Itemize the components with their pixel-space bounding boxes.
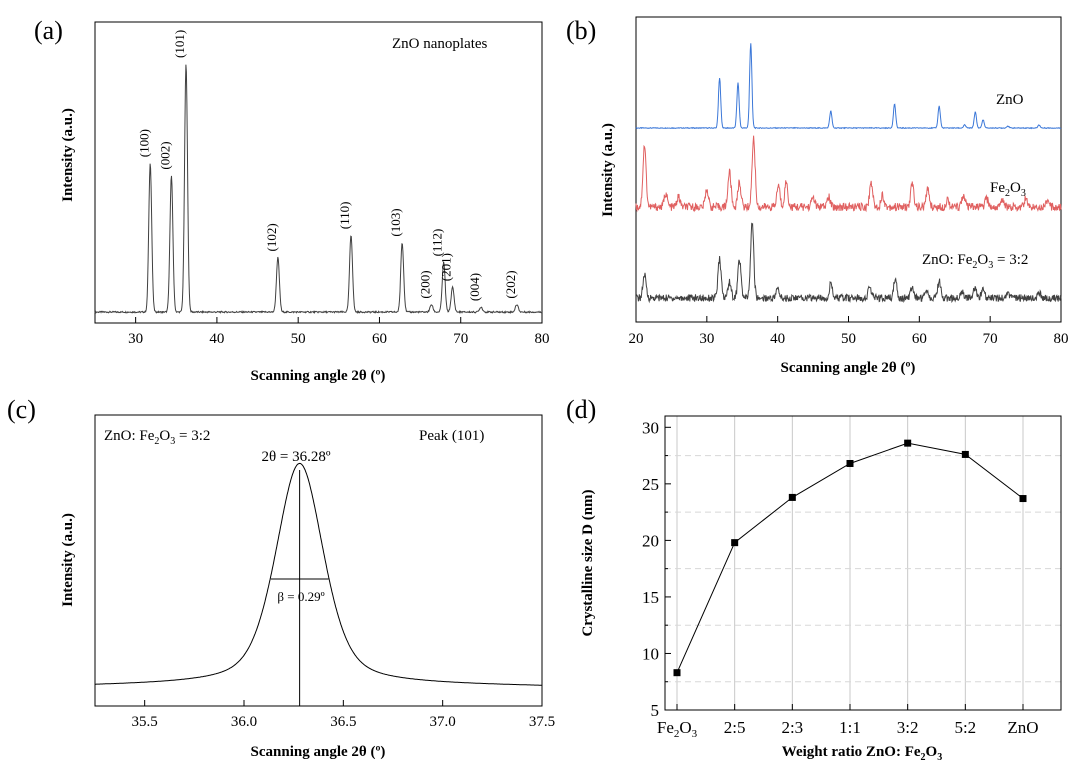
panel-b-plot-frame bbox=[635, 16, 1062, 323]
panel-b-fe2o3-label: Fe2O3 bbox=[990, 180, 1026, 199]
panel-a-peak-label-0: (100) bbox=[136, 129, 151, 157]
panel-a-x-axis-label: Scanning angle 2θ (º) bbox=[251, 368, 386, 384]
panel-d-x-tick-label-4: 3:2 bbox=[897, 718, 919, 737]
panel-b-x-tick-label-3: 50 bbox=[841, 331, 856, 347]
panel-c-fwhm-label: β = 0.29º bbox=[277, 589, 324, 604]
panel-a-peak-label-2: (101) bbox=[172, 30, 187, 58]
panel-d-marker-6 bbox=[1019, 495, 1027, 503]
panel-b-chart: 20 30 40 50 60 70 80 ZnO Fe2O3 ZnO: Fe2O3 = 3:… bbox=[600, 16, 1069, 376]
panel-a-xrd-line bbox=[94, 64, 543, 315]
panel-d-x-tick-label-3: 1:1 bbox=[839, 718, 861, 737]
panel-c-x-tick-label-2: 36.5 bbox=[330, 714, 356, 730]
panel-c-y-axis-label: Intensity (a.u.) bbox=[60, 513, 76, 607]
panel-d-marker-2 bbox=[788, 493, 796, 501]
panel-d-x-tick-label-5: 5:2 bbox=[954, 718, 976, 737]
panel-c-peak-position-label: 2θ = 36.28º bbox=[261, 449, 330, 465]
panel-c-peak-profile bbox=[95, 462, 542, 686]
panel-d-y-tick-label-3: 20 bbox=[642, 531, 659, 550]
panel-a-letter: (a) bbox=[34, 16, 63, 45]
panel-a-peak-label-8: (201) bbox=[439, 253, 454, 281]
panel-b-y-axis-label: Intensity (a.u.) bbox=[600, 123, 616, 217]
panel-d-x-tick-label-2: 2:3 bbox=[781, 718, 803, 737]
panel-d-marker-0 bbox=[673, 669, 681, 677]
panel-b-x-tick-label-6: 80 bbox=[1054, 331, 1069, 347]
panel-d-x-tick-label-6: ZnO bbox=[1007, 718, 1038, 737]
panel-b-letter: (b) bbox=[566, 16, 596, 45]
panel-a-x-tick-label-2: 50 bbox=[291, 331, 306, 347]
panel-d-marker-3 bbox=[846, 459, 854, 467]
panel-c-x-tick-label-3: 37.0 bbox=[430, 714, 456, 730]
panel-a-x-tick-label-0: 30 bbox=[128, 331, 143, 347]
panel-b-x-tick-label-4: 60 bbox=[912, 331, 927, 347]
panel-d-letter: (d) bbox=[566, 395, 596, 424]
panel-a-peak-label-5: (103) bbox=[388, 208, 403, 236]
panel-d-marker-4 bbox=[904, 439, 912, 447]
panel-a-peak-label-7: (112) bbox=[430, 229, 445, 257]
panel-d-x-tick-label-1: 2:5 bbox=[724, 718, 746, 737]
panel-c-letter: (c) bbox=[7, 395, 36, 424]
panel-b-fe2o3-line bbox=[635, 135, 1062, 213]
panel-c-peak-label: Peak (101) bbox=[419, 428, 484, 444]
panel-d-marker-1 bbox=[731, 539, 739, 547]
panel-a-x-tick-label-5: 80 bbox=[535, 331, 550, 347]
panel-c-x-tick-label-1: 36.0 bbox=[231, 714, 257, 730]
panel-a-x-tick-label-3: 60 bbox=[372, 331, 387, 347]
panel-b-composite-label: ZnO: Fe2O3 = 3:2 bbox=[922, 252, 1028, 271]
panel-a-peak-label-9: (004) bbox=[467, 273, 482, 301]
panel-d-marker-5 bbox=[961, 450, 969, 458]
panel-b-x-ticks: 20 30 40 50 60 70 80 bbox=[629, 316, 1069, 347]
panel-b-zno-line bbox=[635, 43, 1062, 130]
panel-b-x-tick-label-0: 20 bbox=[629, 331, 644, 347]
panel-d-grid bbox=[665, 416, 1061, 710]
panel-d-y-axis-label: Crystalline size D (nm) bbox=[580, 489, 596, 636]
panel-d-y-tick-label-1: 10 bbox=[642, 644, 659, 663]
panel-a-chart: 30 40 50 60 70 80 (100) (002)(101)(102)(110) (1… bbox=[60, 21, 550, 384]
panel-a-peak-label-1: (002) bbox=[157, 141, 172, 169]
panel-d-plot-frame bbox=[664, 415, 1062, 711]
panel-a-peak-label-10: (202) bbox=[503, 270, 518, 298]
panel-d-x-axis-label: Weight ratio ZnO: Fe2O3 bbox=[782, 744, 942, 763]
panel-c-plot-frame bbox=[94, 414, 543, 707]
panel-c-chart: 35.5 36.0 36.5 37.0 37.5 ZnO: Fe2O3 = 3:2 Pe… bbox=[60, 414, 555, 760]
panel-a-peak-label-4: (110) bbox=[337, 202, 352, 230]
panel-a-x-ticks: 30 40 50 60 70 80 bbox=[128, 317, 550, 347]
panel-d-y-ticks: 5 10 15 20 25 30 bbox=[642, 418, 671, 720]
panel-c-x-axis-label: Scanning angle 2θ (º) bbox=[251, 744, 386, 760]
panel-b-x-axis-label: Scanning angle 2θ (º) bbox=[781, 360, 916, 376]
panel-b-composite-line bbox=[635, 222, 1062, 304]
panel-d-chart: 5 10 15 20 25 30 Fe2O3 2:5 2:3 1:1 3:2 5:2 ZnO Weig… bbox=[580, 415, 1062, 763]
panel-b-x-tick-label-2: 40 bbox=[770, 331, 785, 347]
panel-a-peak-labels: (100) (002) (101) (102) (110) (103) (200) (112)… bbox=[136, 30, 518, 301]
panel-d-x-ticks: Fe2O3 2:5 2:3 1:1 3:2 5:2 ZnO bbox=[657, 704, 1039, 740]
panel-d-y-tick-label-5: 30 bbox=[642, 418, 659, 437]
panel-b-zno-label: ZnO bbox=[996, 92, 1024, 108]
panel-a-peak-label-6: (200) bbox=[418, 270, 433, 298]
panel-d-markers bbox=[673, 439, 1027, 677]
panel-a-annotation: ZnO nanoplates bbox=[392, 36, 488, 52]
panel-c-x-ticks: 35.5 36.0 36.5 37.0 37.5 bbox=[132, 700, 555, 730]
panel-b-x-tick-label-1: 30 bbox=[699, 331, 714, 347]
panel-d-y-tick-label-2: 15 bbox=[642, 588, 659, 607]
panel-c-x-tick-label-4: 37.5 bbox=[529, 714, 555, 730]
panel-a-x-tick-label-4: 70 bbox=[453, 331, 468, 347]
panel-c-sample-label: ZnO: Fe2O3 = 3:2 bbox=[104, 428, 210, 447]
panel-d-y-tick-label-0: 5 bbox=[651, 701, 660, 720]
panel-b-x-tick-label-5: 70 bbox=[983, 331, 998, 347]
panel-a-peak-label-3: (102) bbox=[264, 223, 279, 251]
panel-a-y-axis-label: Intensity (a.u.) bbox=[60, 108, 76, 202]
panel-c-x-tick-label-0: 35.5 bbox=[132, 714, 158, 730]
panel-d-y-tick-label-4: 25 bbox=[642, 475, 659, 494]
panel-a-x-tick-label-1: 40 bbox=[209, 331, 224, 347]
panel-d-x-tick-label-0: Fe2O3 bbox=[657, 718, 698, 740]
panel-a-plot-frame bbox=[94, 21, 543, 324]
